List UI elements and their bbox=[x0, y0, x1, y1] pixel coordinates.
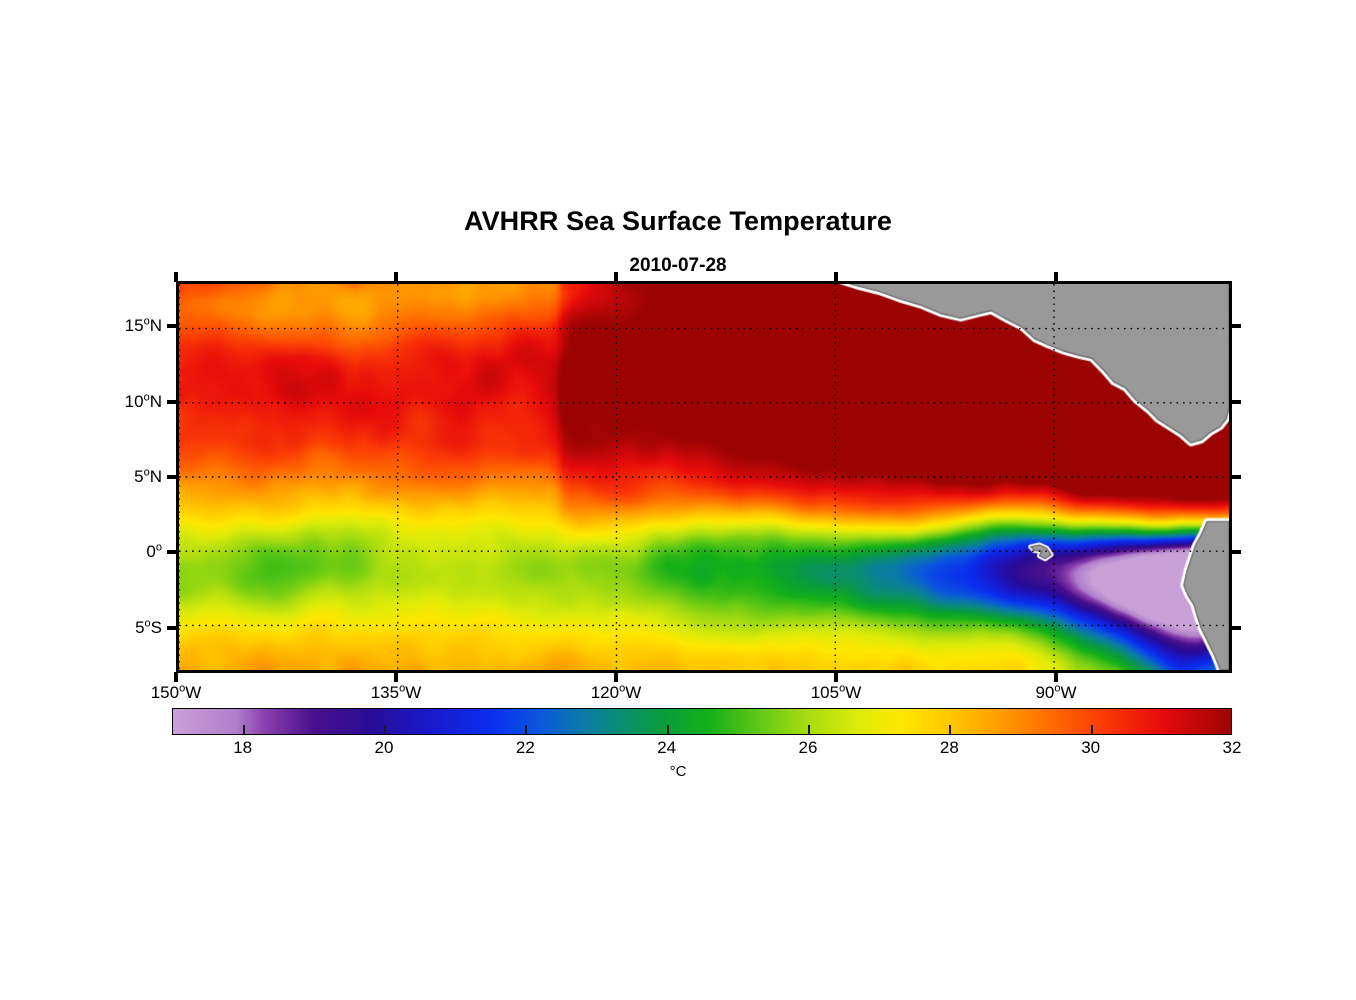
xtick-mark-top-0 bbox=[174, 272, 178, 282]
colorbar-tick-18 bbox=[242, 725, 245, 734]
ytick-mark-right-3 bbox=[1231, 550, 1241, 555]
xtick-label-120W: 120oW bbox=[590, 682, 642, 702]
ytick-mark-1 bbox=[167, 399, 177, 404]
xtick-label-105W: 105oW bbox=[810, 682, 862, 702]
colorbar-label-20: 20 bbox=[374, 738, 394, 757]
colorbar-label-30: 30 bbox=[1081, 738, 1101, 757]
page-title: AVHRR Sea Surface Temperature bbox=[463, 206, 893, 236]
colorbar-label-24: 24 bbox=[657, 738, 677, 757]
xtick-label-135W: 135oW bbox=[370, 682, 422, 702]
ytick-mark-right-1 bbox=[1231, 399, 1241, 404]
ytick-mark-4 bbox=[167, 625, 177, 630]
colorbar-label-28: 28 bbox=[939, 738, 959, 757]
ytick-label-5N: 5oN bbox=[134, 466, 162, 486]
colorbar-unit-label: °C bbox=[669, 763, 687, 780]
colorbar-tick-28 bbox=[949, 725, 952, 734]
colorbar[interactable] bbox=[172, 708, 1232, 735]
ytick-mark-right-4 bbox=[1231, 625, 1241, 630]
colorbar-label-32: 32 bbox=[1222, 738, 1242, 757]
xtick-mark-bottom-1 bbox=[394, 672, 398, 682]
xtick-mark-top-2 bbox=[614, 272, 618, 282]
xtick-mark-top-1 bbox=[394, 272, 398, 282]
xtick-mark-top-4 bbox=[1054, 272, 1058, 282]
xtick-label-150W: 150oW bbox=[150, 682, 202, 702]
xtick-label-90W: 90oW bbox=[1035, 682, 1077, 702]
colorbar-label-26: 26 bbox=[798, 738, 818, 757]
figure-subtitle-date: 2010-07-28 bbox=[629, 255, 727, 276]
colorbar-label-18: 18 bbox=[233, 738, 253, 757]
ytick-label-0: 0o bbox=[146, 541, 162, 562]
colorbar-tick-20 bbox=[384, 725, 386, 734]
colorbar-label-22: 22 bbox=[515, 738, 535, 757]
ytick-mark-0 bbox=[167, 324, 177, 329]
ytick-label-15N: 15oN bbox=[124, 315, 162, 336]
xtick-mark-bottom-4 bbox=[1054, 672, 1058, 682]
ytick-mark-2 bbox=[167, 475, 177, 479]
ytick-label-10N: 10oN bbox=[124, 390, 162, 411]
colorbar-tick-30 bbox=[1090, 725, 1093, 734]
colorbar-tick-24 bbox=[666, 725, 669, 734]
colorbar-gradient bbox=[173, 709, 1231, 734]
sst-heatmap-canvas bbox=[179, 284, 1229, 670]
ytick-label-5S: 5oS bbox=[135, 617, 162, 637]
xtick-mark-bottom-2 bbox=[614, 672, 618, 682]
sst-map-axes[interactable] bbox=[176, 281, 1232, 673]
xtick-mark-bottom-3 bbox=[834, 672, 838, 682]
ytick-mark-right-0 bbox=[1231, 324, 1241, 329]
xtick-mark-bottom-0 bbox=[174, 672, 178, 682]
colorbar-tick-22 bbox=[525, 725, 528, 734]
ytick-mark-3 bbox=[167, 550, 177, 555]
xtick-mark-top-3 bbox=[834, 272, 838, 282]
colorbar-tick-26 bbox=[808, 725, 810, 734]
ytick-mark-right-2 bbox=[1231, 475, 1241, 479]
